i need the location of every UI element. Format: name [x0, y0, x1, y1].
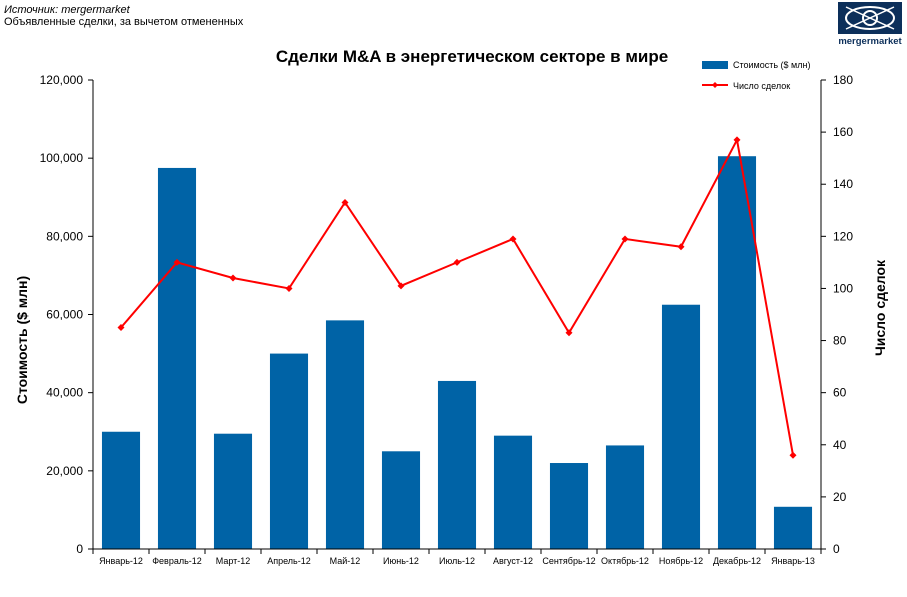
legend-bar-swatch [702, 61, 728, 69]
x-tick-label: Апрель-12 [267, 556, 311, 566]
legend-line-label: Число сделок [733, 81, 790, 91]
x-tick-label: Июль-12 [439, 556, 475, 566]
deal-count-point [453, 258, 461, 266]
y-tick-label: 80,000 [46, 229, 83, 243]
bar [437, 380, 477, 549]
y-axis-label: Стоимость ($ млн) [14, 276, 30, 404]
y2-tick-label: 20 [833, 490, 847, 504]
bar [213, 433, 253, 549]
logo-text: mergermarket [838, 36, 902, 47]
deal-count-point [509, 235, 517, 243]
y-tick-label: 0 [76, 542, 83, 556]
y2-tick-label: 140 [833, 177, 853, 191]
bar [549, 463, 589, 549]
y2-axis-label: Число сделок [872, 259, 888, 356]
deal-count-point [565, 329, 573, 337]
bar [269, 353, 309, 549]
x-tick-label: Сентябрь-12 [542, 556, 595, 566]
plot-area: 0 20,000 40,000 60,000 80,000 100,000 120,000 0… [40, 73, 854, 566]
y2-tick-label: 40 [833, 438, 847, 452]
eye-icon [838, 2, 902, 34]
legend: Стоимость ($ млн) Число сделок [702, 60, 810, 91]
y2-tick-label: 160 [833, 125, 853, 139]
bar [157, 167, 197, 549]
bar [661, 304, 701, 549]
y-tick-label: 40,000 [46, 386, 83, 400]
deal-count-point [789, 451, 797, 459]
mergermarket-logo: mergermarket [836, 2, 904, 48]
y2-tick-label: 180 [833, 73, 853, 87]
deal-count-point [229, 274, 237, 282]
y-tick-label: 20,000 [46, 464, 83, 478]
deal-count-point [621, 235, 629, 243]
y2-tick-label: 120 [833, 229, 853, 243]
deal-count-point [117, 324, 125, 332]
subtitle-note: Объявленные сделки, за вычетом отмененны… [4, 16, 244, 28]
bar [605, 445, 645, 549]
bar [325, 320, 365, 549]
deal-count-point [341, 198, 349, 206]
legend-line-marker [712, 82, 718, 88]
legend-bar-label: Стоимость ($ млн) [733, 60, 810, 70]
x-tick-label: Декабрь-12 [713, 556, 761, 566]
deal-count-point [285, 284, 293, 292]
x-tick-label: Февраль-12 [152, 556, 202, 566]
source-note: Источник: mergermarket [4, 4, 130, 16]
deal-count-point [733, 136, 741, 144]
y2-tick-label: 60 [833, 386, 847, 400]
x-tick-label: Июнь-12 [383, 556, 419, 566]
bar [773, 506, 813, 549]
x-tick-label: Март-12 [216, 556, 251, 566]
bar [381, 451, 421, 549]
y-tick-label: 120,000 [40, 73, 84, 87]
bar [101, 431, 141, 549]
x-tick-label: Октябрь-12 [601, 556, 649, 566]
x-tick-label: Январь-12 [99, 556, 143, 566]
x-tick-label: Ноябрь-12 [659, 556, 703, 566]
y-tick-label: 100,000 [40, 151, 84, 165]
y-tick-label: 60,000 [46, 308, 83, 322]
y2-tick-label: 80 [833, 334, 847, 348]
chart-title: Сделки M&A в энергетическом секторе в ми… [276, 47, 668, 66]
deal-count-point [173, 258, 181, 266]
deal-count-point [397, 282, 405, 290]
bar [493, 435, 533, 549]
y2-tick-label: 100 [833, 281, 853, 295]
bar [717, 156, 757, 549]
deal-count-point [677, 243, 685, 251]
x-tick-label: Май-12 [330, 556, 361, 566]
x-tick-label: Январь-13 [771, 556, 815, 566]
y2-tick-label: 0 [833, 542, 840, 556]
x-tick-label: Август-12 [493, 556, 533, 566]
